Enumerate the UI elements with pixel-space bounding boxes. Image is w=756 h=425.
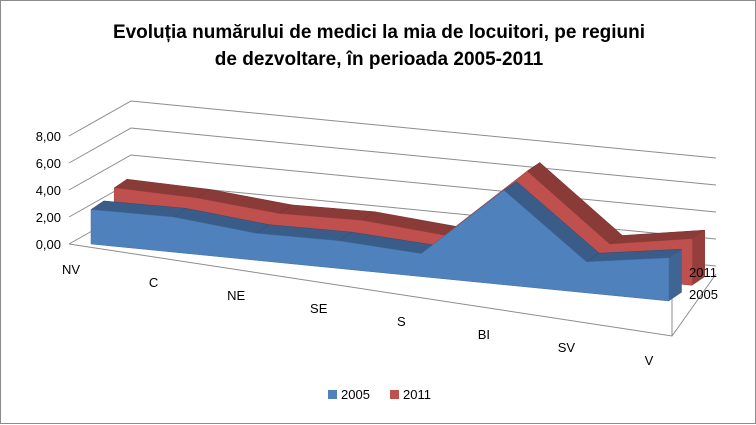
x-tick-label: S: [397, 314, 406, 329]
x-tick-label: BI: [478, 327, 490, 342]
series-2005-area: [90, 181, 683, 302]
chart-title-line-1: Evoluția numărului de medici la mia de l…: [113, 22, 645, 43]
data-point-2011-C: [196, 197, 198, 199]
depth-label: 2005: [689, 287, 718, 302]
gridline: [68, 100, 717, 159]
data-point-2005-C: [173, 216, 175, 218]
data-point-2011-SV: [609, 243, 611, 245]
data-point-2005-NV: [90, 209, 92, 211]
data-point-2005-SE: [338, 240, 340, 242]
data-point-2011-NE: [279, 213, 281, 215]
legend-swatch-2005: [328, 390, 337, 399]
y-tick-label: 6,00: [36, 156, 61, 171]
y-tick-label: 8,00: [36, 129, 61, 144]
legend-swatch-2011: [390, 390, 399, 399]
data-point-2005-NE: [255, 232, 257, 234]
legend: 2005 2011: [328, 387, 431, 402]
y-tick-label: 2,00: [36, 210, 61, 225]
gridline: [68, 127, 717, 186]
y-tick-label: 4,00: [36, 183, 61, 198]
area-end-face: [692, 230, 705, 286]
x-tick-label: SE: [310, 301, 328, 316]
depth-label: 2011: [689, 265, 717, 280]
data-point-2005-SV: [586, 261, 588, 263]
data-point-2005-V: [668, 257, 670, 259]
y-tick-label: 0,00: [36, 237, 61, 252]
area-end-face: [669, 249, 682, 301]
chart-title-line-2: de dezvoltare, în perioada 2005-2011: [215, 49, 544, 70]
area-front-face: [90, 189, 670, 302]
x-tick-label: NV: [62, 262, 80, 277]
data-point-2011-NV: [113, 187, 115, 189]
x-tick-label: V: [645, 353, 654, 368]
x-tick-label: C: [149, 275, 158, 290]
y-axis-tick-labels: 0,00 2,00 4,00 6,00 8,00: [36, 129, 61, 252]
depth-axis-labels: 2011 2005: [689, 265, 718, 302]
data-point-2011-SE: [361, 220, 363, 222]
x-tick-label: SV: [558, 340, 576, 355]
data-point-2011-V: [691, 238, 693, 240]
legend-entry-2005: 2005: [341, 387, 370, 402]
legend-entry-2011: 2011: [403, 387, 431, 402]
x-axis-category-labels: NV C NE SE S BI SV V: [62, 262, 654, 368]
data-point-2005-BI: [503, 189, 505, 191]
data-point-2011-BI: [526, 170, 528, 172]
data-point-2005-S: [420, 253, 422, 255]
x-tick-label: NE: [227, 288, 245, 303]
